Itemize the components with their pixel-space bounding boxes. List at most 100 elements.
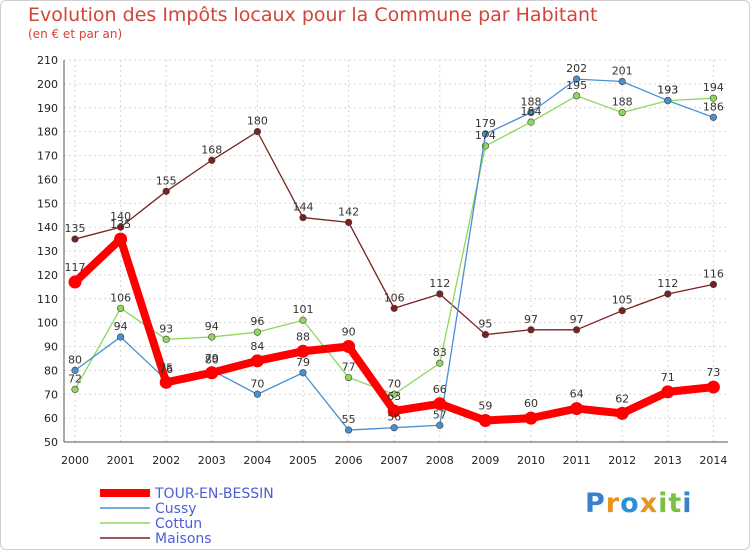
y-tick-label: 50: [44, 436, 58, 449]
data-point: [71, 366, 79, 374]
legend-label: Cussy: [155, 501, 197, 517]
data-label: 76: [159, 363, 173, 376]
data-point: [159, 375, 173, 389]
data-label: 174: [475, 129, 496, 142]
data-point: [664, 290, 672, 298]
data-point: [296, 344, 310, 358]
x-tick-label: 2010: [517, 454, 545, 467]
data-point: [615, 406, 629, 420]
data-label: 79: [296, 356, 310, 369]
x-tick-label: 2011: [563, 454, 591, 467]
data-point: [433, 397, 447, 411]
x-tick-label: 2014: [699, 454, 727, 467]
data-label: 75: [159, 361, 173, 374]
data-point: [664, 96, 672, 105]
data-point: [524, 411, 538, 425]
x-tick-label: 2006: [335, 454, 363, 467]
x-tick-label: 2013: [654, 454, 682, 467]
data-label: 72: [68, 372, 82, 385]
data-point: [709, 94, 718, 102]
data-point: [618, 77, 626, 86]
data-label: 135: [110, 218, 131, 231]
logo-letter: x: [639, 488, 659, 519]
data-point: [481, 330, 490, 339]
data-point: [478, 414, 492, 428]
data-label: 201: [612, 64, 633, 77]
data-label-layer: 117 135 75 79 84 88 90 63 66 59 60 64 62 71 73 80 94 76 80…: [65, 62, 724, 426]
data-label: 66: [433, 383, 447, 396]
logo-letter: i: [682, 488, 693, 519]
data-label: 135: [65, 222, 86, 235]
y-tick-label: 170: [37, 150, 58, 163]
data-point: [618, 307, 626, 315]
data-point: [253, 128, 261, 136]
data-point: [342, 340, 356, 353]
data-label: 70: [387, 377, 401, 390]
data-label: 202: [566, 62, 587, 75]
data-point: [572, 75, 581, 83]
data-label: 93: [159, 322, 173, 335]
x-tick-label: 2007: [380, 454, 408, 467]
y-tick-label: 210: [37, 54, 58, 67]
data-label: 73: [706, 366, 720, 379]
data-label: 97: [570, 313, 584, 326]
y-tick-label: 160: [37, 173, 58, 186]
data-point: [116, 304, 125, 312]
data-point: [250, 354, 264, 368]
y-tick-label: 190: [37, 102, 58, 115]
data-point: [436, 359, 444, 367]
data-label: 71: [661, 371, 675, 384]
data-label: 56: [387, 411, 401, 424]
data-point: [116, 333, 125, 341]
data-point: [345, 218, 353, 226]
data-point: [162, 335, 170, 343]
data-label: 97: [524, 313, 538, 326]
data-label: 186: [703, 100, 724, 113]
data-label: 80: [68, 353, 82, 366]
data-point: [570, 402, 584, 416]
data-label: 64: [570, 388, 584, 401]
x-tick-label: 2000: [61, 454, 89, 467]
y-tick-label: 200: [37, 78, 58, 91]
data-point: [387, 404, 401, 418]
x-tick-label: 2008: [426, 454, 454, 467]
y-tick-label: 70: [44, 388, 58, 401]
data-label: 155: [156, 174, 177, 187]
data-label: 88: [296, 330, 310, 343]
data-label: 101: [293, 303, 314, 316]
data-label: 184: [521, 105, 542, 118]
data-point: [208, 333, 216, 341]
data-point: [390, 424, 398, 432]
data-label: 112: [657, 277, 678, 290]
data-label: 106: [384, 291, 405, 304]
data-label: 79: [205, 352, 219, 365]
y-tick-label: 80: [44, 364, 58, 377]
data-label: 188: [521, 96, 542, 109]
data-label: 112: [429, 277, 450, 290]
chart-title: Evolution des Impôts locaux pour la Comm…: [28, 4, 598, 26]
data-label: 179: [475, 117, 496, 130]
data-point: [436, 290, 444, 298]
data-point: [253, 328, 261, 336]
data-label: 90: [342, 326, 356, 339]
data-label: 62: [615, 392, 629, 405]
y-tick-label: 90: [44, 341, 58, 354]
data-label: 80: [205, 353, 219, 366]
data-point: [527, 118, 535, 126]
data-point: [706, 380, 720, 394]
y-tick-label: 140: [37, 221, 58, 234]
data-point: [436, 421, 444, 429]
data-point: [345, 426, 353, 434]
data-label: 77: [342, 361, 356, 374]
x-tick-label: 2004: [243, 454, 271, 467]
data-point: [208, 156, 216, 164]
x-tick-label: 2002: [152, 454, 180, 467]
data-label: 168: [201, 143, 222, 156]
data-label: 57: [433, 408, 447, 421]
data-point: [481, 130, 490, 138]
logo-letter: o: [620, 488, 640, 519]
data-label: 193: [657, 84, 678, 97]
data-point: [572, 326, 581, 334]
